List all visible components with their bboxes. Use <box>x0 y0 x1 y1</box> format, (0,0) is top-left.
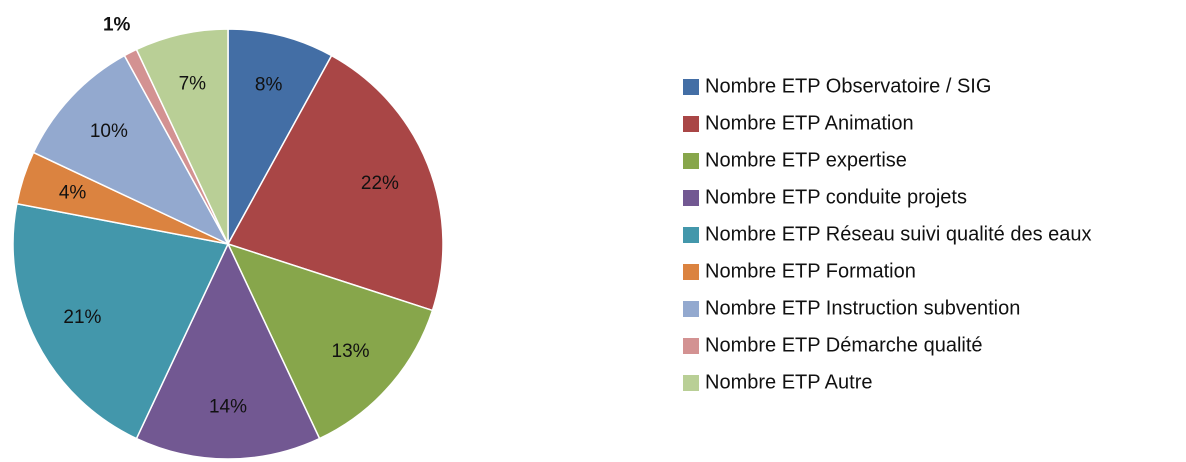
legend-label: Nombre ETP Autre <box>705 371 872 393</box>
data-label: 22% <box>361 173 399 194</box>
legend-label: Nombre ETP Instruction subvention <box>705 297 1020 319</box>
legend-label: Nombre ETP conduite projets <box>705 186 967 208</box>
legend-swatch <box>683 79 699 95</box>
legend-swatch <box>683 116 699 132</box>
legend-label: Nombre ETP Observatoire / SIG <box>705 75 991 97</box>
legend-swatch <box>683 338 699 354</box>
data-label: 13% <box>332 341 370 362</box>
pie-slice <box>226 54 444 312</box>
data-label: 4% <box>59 183 87 204</box>
legend-swatch <box>683 227 699 243</box>
legend-swatch <box>683 375 699 391</box>
pie-slice <box>12 202 230 440</box>
pie-slice <box>226 242 434 440</box>
legend-label: Nombre ETP Démarche qualité <box>705 334 983 356</box>
legend-label: Nombre ETP expertise <box>705 149 907 171</box>
data-label: 1% <box>103 15 131 36</box>
data-label: 7% <box>179 74 207 95</box>
pie-slice <box>32 54 230 246</box>
pie-slice <box>135 28 229 245</box>
legend-label: Nombre ETP Réseau suivi qualité des eaux <box>705 223 1092 245</box>
data-label: 14% <box>209 396 247 417</box>
legend-label: Nombre ETP Animation <box>705 112 914 134</box>
data-label: 8% <box>255 75 283 96</box>
data-label: 21% <box>63 307 101 328</box>
pie-slice <box>135 242 321 460</box>
legend-swatch <box>683 153 699 169</box>
data-label: 10% <box>90 121 128 142</box>
legend-swatch <box>683 190 699 206</box>
legend-swatch <box>683 264 699 280</box>
legend-swatch <box>683 301 699 317</box>
pie-slice <box>227 28 333 245</box>
legend-label: Nombre ETP Formation <box>705 260 916 282</box>
